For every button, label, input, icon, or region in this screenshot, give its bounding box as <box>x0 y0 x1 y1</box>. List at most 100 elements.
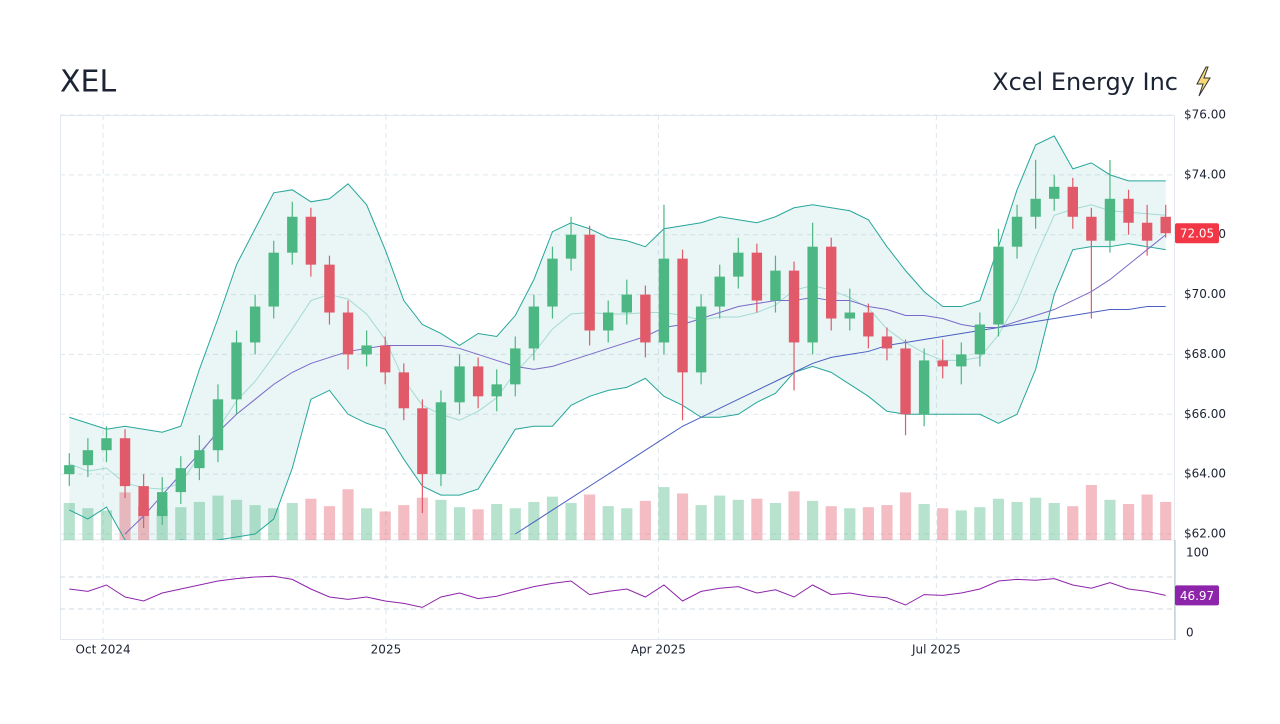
candle-body <box>268 252 279 307</box>
candle-body <box>138 486 149 517</box>
volume-bar <box>1160 501 1172 540</box>
volume-bar <box>862 507 874 540</box>
candle-body <box>918 360 930 415</box>
candle-body <box>956 354 967 367</box>
volume-bar <box>1122 504 1135 540</box>
volume-bar <box>565 502 577 540</box>
volume-bar <box>175 507 187 540</box>
volume-bar <box>918 504 930 540</box>
candle-body <box>119 438 131 487</box>
chart-title: XEL <box>60 65 117 100</box>
volume-bar <box>955 510 967 540</box>
candle-body <box>900 348 911 415</box>
volume-bar <box>1085 485 1097 540</box>
volume-bar <box>584 494 596 540</box>
volume-bar <box>212 495 224 540</box>
volume-bar <box>453 507 466 540</box>
y-tick-label: $70.00 <box>1184 287 1226 301</box>
volume-bar <box>658 487 670 540</box>
volume-bar <box>1011 501 1023 540</box>
volume-bar <box>416 497 428 540</box>
volume-bar <box>361 508 373 540</box>
volume-bar <box>639 500 651 540</box>
volume-bar <box>844 508 856 540</box>
candle-body <box>881 336 893 349</box>
volume-bar <box>1141 494 1153 540</box>
x-tick-label: Apr 2025 <box>631 643 686 657</box>
volume-bar <box>974 507 986 540</box>
candle-body <box>175 468 186 493</box>
candle-body <box>287 216 298 253</box>
candle-body <box>658 258 670 343</box>
candle-body <box>640 294 651 343</box>
y-tick-label: $76.00 <box>1184 108 1226 122</box>
volume-bar <box>100 510 113 540</box>
candle-body <box>101 438 112 451</box>
candle-body <box>417 408 428 475</box>
price-tag-label: 72.05 <box>1180 227 1214 241</box>
candle-body <box>1104 198 1116 241</box>
grid <box>60 114 1175 640</box>
candle-body <box>621 294 632 313</box>
rsi-panel <box>69 575 1166 608</box>
volume-bar <box>676 493 689 540</box>
ma200-line <box>515 306 1166 535</box>
candle-body <box>194 450 205 469</box>
price-tag <box>1175 223 1219 244</box>
candle-body <box>305 216 317 265</box>
volume-bar <box>193 501 205 540</box>
candle-body <box>844 312 855 319</box>
volume-bar <box>621 508 633 540</box>
candle-body <box>249 306 261 343</box>
volume-bar <box>528 501 540 540</box>
candle-body <box>565 234 577 259</box>
candle-body <box>770 270 781 301</box>
candle-body <box>528 306 540 349</box>
candle-body <box>324 264 335 313</box>
candle-body <box>361 345 372 355</box>
candle-body <box>380 345 391 373</box>
plot-border <box>60 115 1175 640</box>
band-upper <box>69 135 1166 433</box>
y-tick-label: $68.00 <box>1184 347 1226 361</box>
rsi-line <box>69 575 1166 608</box>
candle-body <box>212 399 224 451</box>
volume-bar <box>509 508 521 540</box>
y-tick-label: $66.00 <box>1184 407 1226 421</box>
volume-bar <box>268 508 280 540</box>
volume-bar <box>63 502 75 540</box>
y-tick-label: $64.00 <box>1184 467 1226 481</box>
volume-bar <box>992 498 1005 540</box>
volume-bar <box>714 495 726 540</box>
volume-bar <box>472 509 484 540</box>
rsi-tag <box>1175 585 1219 606</box>
rsi-tag-label: 46.97 <box>1180 589 1214 603</box>
volume-bar <box>82 508 94 540</box>
volume-bar <box>249 505 261 540</box>
volume-bar <box>1030 497 1042 540</box>
candle-body <box>491 384 502 397</box>
candle-body <box>1067 186 1078 217</box>
candle-body <box>1123 198 1134 223</box>
volume-bar <box>379 511 391 540</box>
candle-body <box>974 324 986 355</box>
volume-bar <box>732 499 744 540</box>
candle-body <box>435 402 447 475</box>
volume-bar <box>602 506 614 540</box>
logo-icon <box>1196 66 1211 97</box>
volume-bar <box>695 505 707 540</box>
candle-body <box>64 465 75 475</box>
volume-bar <box>881 505 893 540</box>
candle-body <box>472 366 484 397</box>
candle-body <box>733 252 744 277</box>
y-tick-label: $62.00 <box>1184 527 1226 541</box>
volume-bar <box>305 498 317 540</box>
band-fill <box>69 135 1166 540</box>
volume-bar <box>119 492 131 540</box>
y-tick-label: $74.00 <box>1184 167 1226 181</box>
candle-body <box>454 366 465 403</box>
candle-body <box>807 246 818 343</box>
candle-body <box>584 234 595 331</box>
volume-bar <box>435 499 447 540</box>
